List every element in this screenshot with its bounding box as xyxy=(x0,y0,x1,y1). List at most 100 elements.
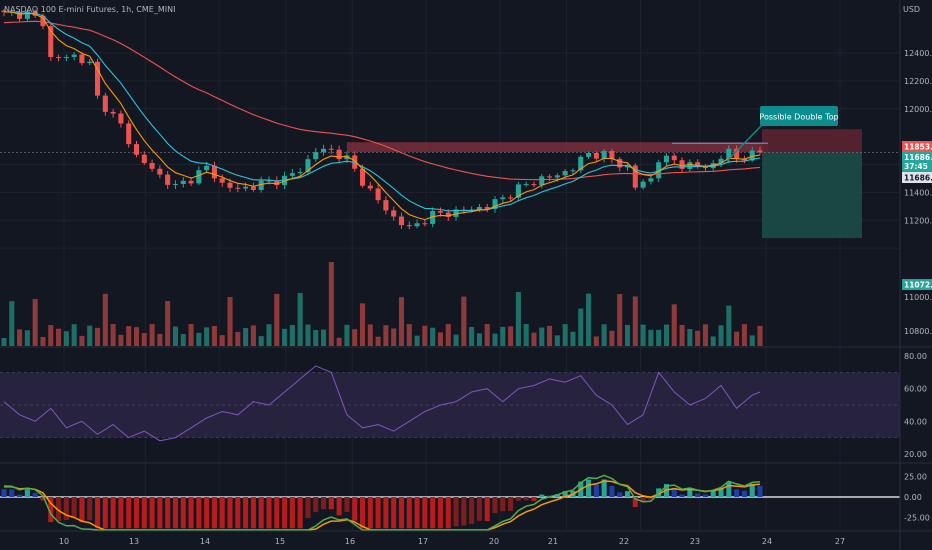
stop-price-text: 11853.00 xyxy=(904,143,932,152)
oscillator-bar xyxy=(1,489,7,497)
candle-body xyxy=(492,199,498,209)
time-tick-label: 24 xyxy=(762,537,772,546)
oscillator-bar xyxy=(445,497,451,529)
time-tick-label: 20 xyxy=(489,537,499,546)
candle-body xyxy=(640,181,646,188)
oscillator-bar xyxy=(469,497,475,524)
volume-bar xyxy=(531,332,537,346)
volume-bar xyxy=(289,325,295,346)
oscillator-bar xyxy=(250,497,256,529)
candle-body xyxy=(648,178,654,182)
volume-bar xyxy=(414,335,420,346)
candle-body xyxy=(110,111,116,114)
oscillator-bar xyxy=(289,497,295,529)
oscillator-bar xyxy=(79,497,85,523)
price-tick-label: 12000.00 xyxy=(904,105,932,114)
volume-bar xyxy=(79,335,85,346)
current-price-text: 11686.50 xyxy=(904,153,932,162)
resistance-zone xyxy=(346,142,768,152)
candle-body xyxy=(297,172,303,174)
stop-price-tag: 11853.00 xyxy=(902,141,932,152)
candle-body xyxy=(749,150,755,161)
candle-body xyxy=(609,150,615,160)
candle-body xyxy=(484,206,490,209)
ema-slow-line xyxy=(3,20,761,181)
oscillator-bar xyxy=(453,497,459,527)
oscillator-tick-label: 0.00 xyxy=(904,493,922,502)
oscillator-bar xyxy=(9,489,15,497)
rsi-tick-label: 80.00 xyxy=(904,352,927,361)
oscillator-bar xyxy=(313,497,319,513)
candle-body xyxy=(219,178,225,183)
candle-body xyxy=(679,160,685,169)
oscillator-bar xyxy=(562,491,568,497)
rsi-tick-label: 40.00 xyxy=(904,417,927,426)
candle-body xyxy=(437,211,443,213)
oscillator-bar xyxy=(437,497,443,529)
oscillator-bar xyxy=(586,479,592,497)
volume-bar xyxy=(243,328,249,346)
oscillator-bar xyxy=(406,497,412,529)
time-tick-label: 17 xyxy=(418,537,428,546)
volume-bar xyxy=(24,330,30,346)
candle-body xyxy=(430,211,436,224)
candle-body xyxy=(391,210,397,217)
oscillator-bar xyxy=(258,497,264,529)
candle-body xyxy=(359,168,366,186)
candle-body xyxy=(734,148,740,160)
rsi-tick-label: 20.00 xyxy=(904,450,927,459)
candle-body xyxy=(235,187,241,189)
oscillator-bar xyxy=(508,497,514,511)
volume-bar xyxy=(63,331,69,346)
candle-body xyxy=(632,165,638,188)
volume-bar xyxy=(757,325,763,346)
volume-bar xyxy=(523,324,529,346)
oscillator-bar xyxy=(749,483,755,497)
volume-bar xyxy=(749,335,755,346)
rsi-line xyxy=(3,365,761,442)
volume-bar xyxy=(640,324,646,346)
volume-bar xyxy=(547,325,553,346)
price-tick-label: 11400.00 xyxy=(904,188,932,197)
volume-bar xyxy=(695,330,701,346)
oscillator-bar xyxy=(757,485,763,497)
candle-body xyxy=(336,149,342,160)
oscillator-bar xyxy=(609,485,615,497)
oscillator-bar xyxy=(593,484,599,497)
target-zone xyxy=(762,152,862,239)
volume-tick-label: 11000.00 xyxy=(904,293,932,302)
oscillator-bar xyxy=(741,490,747,497)
volume-bar xyxy=(617,294,623,346)
volume-bar xyxy=(593,336,599,346)
candle-body xyxy=(243,186,249,189)
currency-label: USD xyxy=(903,5,920,14)
volume-bar xyxy=(687,329,693,346)
oscillator-bar xyxy=(461,497,467,526)
oscillator-bar xyxy=(102,497,108,529)
stop-zone xyxy=(762,129,862,153)
candle-body xyxy=(554,175,560,178)
oscillator-bar xyxy=(266,497,272,529)
oscillator-bar xyxy=(734,489,740,497)
oscillator-bar xyxy=(492,497,498,514)
oscillator-bar xyxy=(702,494,708,497)
volume-bar xyxy=(188,324,194,346)
volume-bar xyxy=(500,326,506,346)
candle-body xyxy=(204,165,210,171)
volume-bar xyxy=(133,327,140,346)
candle-body xyxy=(79,54,85,64)
candle-body xyxy=(593,153,599,159)
candle-body xyxy=(586,153,592,157)
double-top-callout[interactable]: Possible Double Top xyxy=(726,106,839,162)
time-axis[interactable]: 10 13 14 15 16 17 20 21 22 23 24 27 xyxy=(59,537,845,546)
volume-bar xyxy=(726,305,732,346)
volume-bar xyxy=(461,296,467,346)
volume-bar xyxy=(391,328,397,346)
volume-bar xyxy=(359,303,366,346)
candle-body xyxy=(141,154,147,163)
oscillator-bar xyxy=(523,497,529,501)
volume-pane xyxy=(1,262,763,346)
oscillator-bar xyxy=(40,497,46,501)
